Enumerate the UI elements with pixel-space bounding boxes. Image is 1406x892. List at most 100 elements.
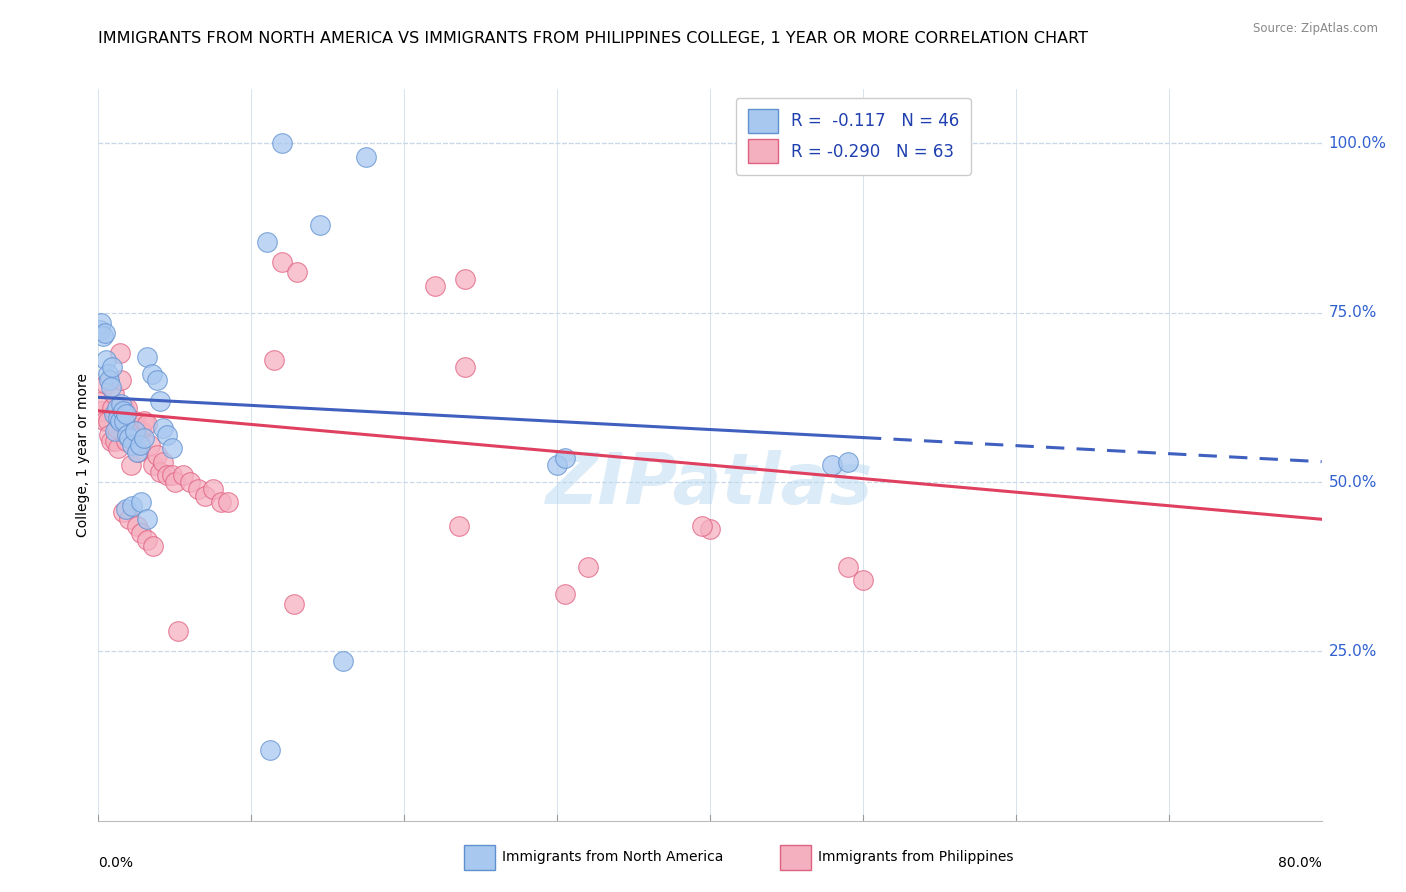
Y-axis label: College, 1 year or more: College, 1 year or more xyxy=(76,373,90,537)
Point xyxy=(124,414,146,428)
Point xyxy=(136,350,159,364)
Point xyxy=(117,427,139,442)
Text: 80.0%: 80.0% xyxy=(1278,856,1322,871)
Point xyxy=(699,523,721,537)
Point xyxy=(105,401,128,415)
Point xyxy=(837,559,859,574)
Point xyxy=(142,539,165,553)
Point xyxy=(194,489,217,503)
Point xyxy=(125,444,148,458)
Text: 0.0%: 0.0% xyxy=(98,856,134,871)
Point xyxy=(101,401,124,415)
Point xyxy=(94,376,117,391)
Point xyxy=(136,533,159,547)
Point xyxy=(270,255,292,269)
Point xyxy=(112,401,135,415)
Point xyxy=(554,451,576,466)
Point xyxy=(118,424,141,438)
Text: 50.0%: 50.0% xyxy=(1329,475,1376,490)
Point xyxy=(125,421,148,435)
Point xyxy=(90,404,112,418)
Legend: R =  -0.117   N = 46, R = -0.290   N = 63: R = -0.117 N = 46, R = -0.290 N = 63 xyxy=(735,97,970,175)
Point xyxy=(270,136,292,151)
Point xyxy=(118,512,141,526)
Text: Immigrants from North America: Immigrants from North America xyxy=(502,850,723,864)
Point xyxy=(104,434,127,449)
Point xyxy=(160,441,183,455)
Point xyxy=(115,407,138,421)
Point xyxy=(98,427,121,442)
Point xyxy=(187,482,209,496)
Point xyxy=(821,458,844,472)
Point xyxy=(139,438,162,452)
Point xyxy=(283,597,305,611)
Point xyxy=(111,414,134,428)
Point xyxy=(128,438,150,452)
Text: IMMIGRANTS FROM NORTH AMERICA VS IMMIGRANTS FROM PHILIPPINES COLLEGE, 1 YEAR OR : IMMIGRANTS FROM NORTH AMERICA VS IMMIGRA… xyxy=(98,31,1088,46)
Point xyxy=(554,587,576,601)
Point xyxy=(100,434,122,449)
Point xyxy=(209,495,232,509)
Point xyxy=(149,393,172,408)
Point xyxy=(129,424,152,438)
Point xyxy=(103,387,125,401)
Point xyxy=(101,359,124,374)
Point xyxy=(837,455,859,469)
Point xyxy=(111,404,134,418)
Point xyxy=(576,559,599,574)
Point xyxy=(309,218,332,232)
Point xyxy=(156,427,179,442)
Point xyxy=(121,438,143,452)
Point xyxy=(136,512,159,526)
Point xyxy=(107,410,129,425)
Point xyxy=(129,495,152,509)
Point xyxy=(134,431,156,445)
Point xyxy=(454,272,477,286)
Point xyxy=(97,367,120,381)
Point xyxy=(156,468,179,483)
Point xyxy=(110,373,132,387)
Point xyxy=(104,424,127,438)
Point xyxy=(167,624,190,638)
Point xyxy=(160,468,183,483)
Point xyxy=(692,519,714,533)
Point xyxy=(449,519,471,533)
Point xyxy=(115,434,138,449)
Point xyxy=(259,742,281,756)
Point xyxy=(108,346,131,360)
Point xyxy=(112,414,135,428)
Point xyxy=(134,414,156,428)
Point xyxy=(98,373,121,387)
Text: 100.0%: 100.0% xyxy=(1329,136,1386,151)
Point xyxy=(152,421,174,435)
Point xyxy=(110,397,132,411)
Point xyxy=(127,444,149,458)
Text: 75.0%: 75.0% xyxy=(1329,305,1376,320)
Point xyxy=(93,414,115,428)
Point xyxy=(145,448,167,462)
Point xyxy=(125,519,148,533)
Point xyxy=(202,482,225,496)
Text: Source: ZipAtlas.com: Source: ZipAtlas.com xyxy=(1253,22,1378,36)
Point xyxy=(107,441,129,455)
Point xyxy=(852,573,875,587)
Point xyxy=(89,323,111,337)
Point xyxy=(217,495,239,509)
Point xyxy=(163,475,186,489)
Text: 25.0%: 25.0% xyxy=(1329,644,1376,659)
Point xyxy=(103,407,125,421)
Point xyxy=(121,499,143,513)
Point xyxy=(423,278,446,293)
Point xyxy=(149,465,172,479)
Point xyxy=(90,316,112,330)
Point xyxy=(105,421,128,435)
Point xyxy=(179,475,201,489)
Point xyxy=(120,458,142,472)
Text: ZIPatlas: ZIPatlas xyxy=(547,450,873,518)
Point xyxy=(100,380,122,394)
Point xyxy=(115,502,138,516)
Point xyxy=(332,655,354,669)
Point xyxy=(136,417,159,432)
Point xyxy=(91,329,114,343)
Point xyxy=(124,424,146,438)
